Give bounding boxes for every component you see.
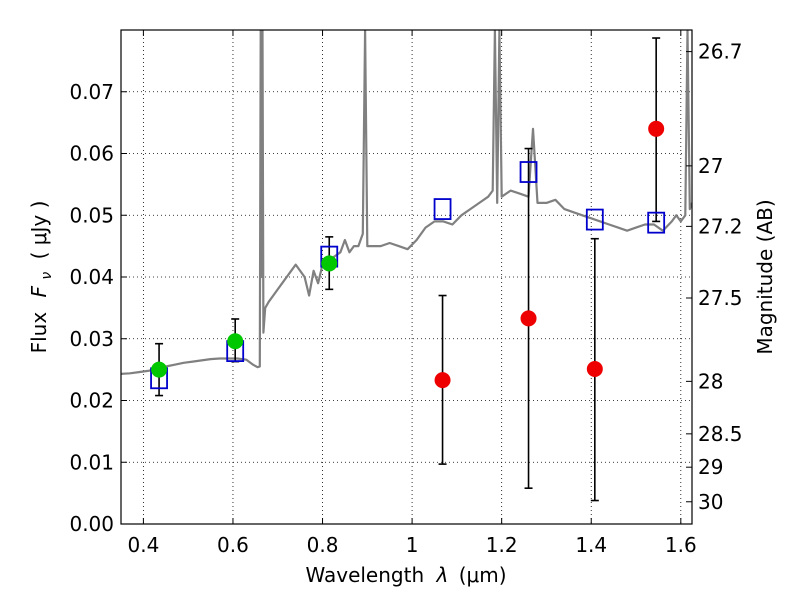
y2-axis-title: Magnitude (AB) bbox=[753, 199, 777, 354]
detection-point bbox=[321, 255, 338, 272]
detection-point bbox=[151, 361, 168, 378]
upper-limit-point bbox=[586, 361, 603, 378]
x-axis-title-prefix: Wavelength bbox=[305, 563, 424, 587]
y-tick-label: 0.01 bbox=[69, 450, 114, 474]
x-tick-label: 0.6 bbox=[217, 533, 249, 557]
y-tick-label: 0.02 bbox=[69, 389, 114, 413]
y2-tick-label: 27.5 bbox=[698, 286, 743, 310]
model-square bbox=[433, 198, 452, 220]
y-axis-title-prefix: Flux bbox=[27, 312, 51, 354]
y-tick-label: 0.07 bbox=[69, 80, 114, 104]
x-tick-label: 0.8 bbox=[307, 533, 339, 557]
y2-tick-label: 28.5 bbox=[698, 422, 743, 446]
x-tick-label: 1.2 bbox=[486, 533, 518, 557]
model-square bbox=[519, 161, 538, 183]
y-axis-title-unit: ( μJy ) bbox=[27, 201, 51, 260]
y-tick-label: 0.03 bbox=[69, 327, 114, 351]
y2-tick-label: 30 bbox=[698, 490, 723, 514]
upper-limit-point bbox=[648, 120, 665, 137]
x-tick-label: 1.6 bbox=[665, 533, 697, 557]
y-tick-label: 0.04 bbox=[69, 265, 114, 289]
model-square bbox=[585, 208, 604, 231]
ticks: 0.4 0.6 0.8 1 1.2 1.4 1.6 0.00 0.01 0.02 0.03 0.04 0… bbox=[69, 30, 743, 557]
y-axis-title: Flux F ν ( μJy ) bbox=[27, 201, 56, 354]
upper-limit-point bbox=[434, 372, 451, 389]
x-axis-title-symbol: λ bbox=[436, 563, 449, 587]
y-tick-label: 0.06 bbox=[69, 142, 114, 166]
y2-tick-label: 27 bbox=[698, 154, 723, 178]
y2-tick-label: 29 bbox=[698, 455, 723, 479]
y-axis-title-symbol: F bbox=[27, 285, 51, 297]
grid bbox=[121, 30, 692, 525]
x-tick-label: 1.4 bbox=[575, 533, 607, 557]
detection-point bbox=[227, 333, 244, 350]
model-square bbox=[647, 211, 666, 234]
x-axis-title-unit: (μm) bbox=[459, 563, 507, 587]
y2-tick-label: 27.2 bbox=[698, 214, 743, 238]
markers bbox=[150, 37, 666, 502]
spectrum-line bbox=[121, 30, 692, 375]
x-tick-label: 1 bbox=[406, 533, 419, 557]
plot-frame bbox=[120, 29, 693, 525]
y2-tick-label: 26.7 bbox=[698, 40, 743, 64]
plot-area bbox=[121, 30, 692, 375]
x-axis-title: Wavelength λ (μm) bbox=[305, 563, 506, 587]
y-tick-label: 0.00 bbox=[69, 512, 114, 536]
y-tick-label: 0.05 bbox=[69, 203, 114, 227]
y2-tick-label: 28 bbox=[698, 369, 723, 393]
upper-limit-point bbox=[520, 310, 537, 327]
y-axis-title-subscript: ν bbox=[39, 272, 55, 280]
x-tick-label: 0.4 bbox=[127, 533, 159, 557]
